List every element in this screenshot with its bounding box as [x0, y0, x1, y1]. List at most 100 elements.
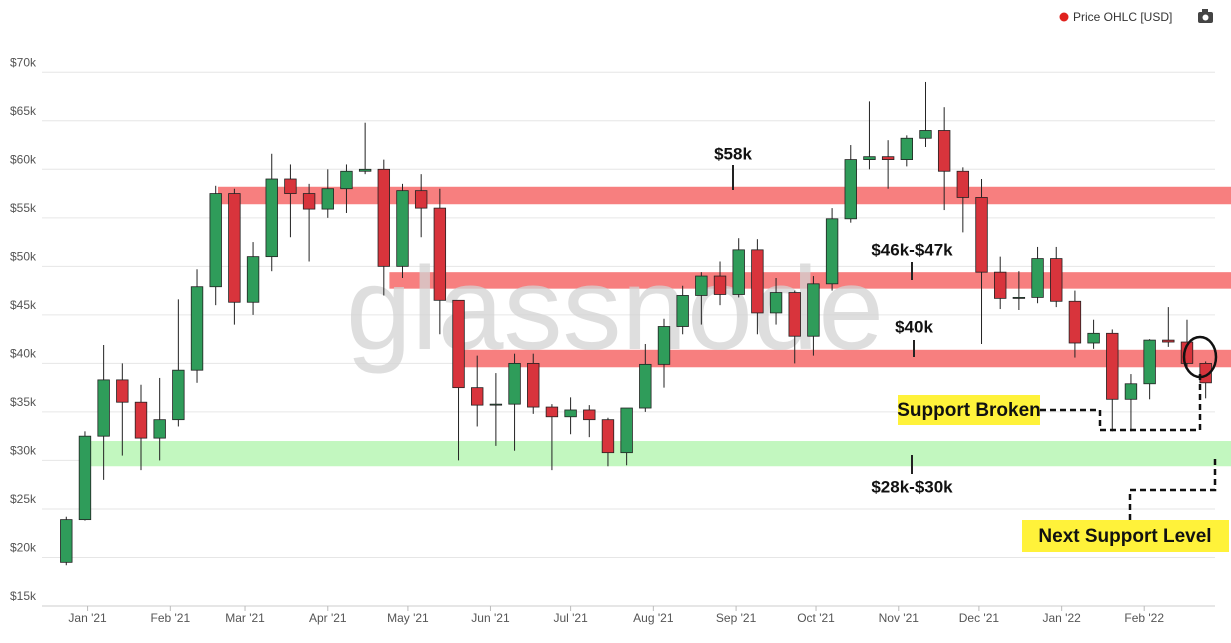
candle-body: [172, 369, 185, 421]
watermark: glassnode: [346, 243, 884, 375]
candle-body: [209, 193, 222, 288]
y-tick-label: $65k: [10, 104, 37, 118]
candle-body: [863, 156, 876, 160]
candle-body: [1124, 383, 1138, 400]
x-tick-label: Dec '21: [959, 611, 1000, 625]
candle-body: [414, 190, 428, 209]
x-tick-label: Feb '22: [1124, 611, 1164, 625]
candle-body: [1087, 332, 1100, 344]
candle-body: [321, 188, 334, 210]
candle-body: [78, 435, 92, 521]
candle-body: [751, 249, 764, 314]
x-tick-label: Mar '21: [225, 611, 265, 625]
x-tick-label: Jun '21: [471, 611, 510, 625]
candle-body: [844, 159, 857, 220]
candle-body: [881, 156, 895, 160]
candle-body: [1199, 362, 1212, 384]
candle-body: [228, 193, 241, 303]
support-zone: [454, 349, 1231, 368]
candle-body: [340, 170, 353, 190]
candle-body: [433, 207, 447, 301]
candle-body: [1162, 339, 1175, 343]
candle-body: [527, 362, 540, 408]
candle-body: [508, 362, 521, 405]
candle-body: [190, 286, 204, 371]
candle-body: [564, 409, 577, 418]
y-tick-label: $40k: [10, 347, 37, 361]
support-zone: [90, 441, 1231, 467]
candle-body: [471, 387, 484, 406]
annotation-next-support: Next Support Level: [1022, 455, 1229, 552]
candle-body: [713, 275, 727, 295]
support-zone: [217, 186, 1231, 205]
candle-body: [1068, 300, 1082, 344]
x-tick-label: Apr '21: [309, 611, 347, 625]
candle-body: [60, 519, 73, 563]
candle-body: [246, 256, 260, 303]
annotation-text: Support Broken: [897, 400, 1041, 421]
candle-body: [134, 401, 148, 439]
support-zone: [389, 272, 1231, 289]
candle-body: [732, 249, 745, 295]
candle-body: [695, 275, 708, 296]
y-tick-label: $45k: [10, 298, 37, 312]
camera-icon[interactable]: [1198, 9, 1213, 23]
candle-body: [545, 406, 559, 418]
candle-body: [1106, 332, 1119, 400]
candle-body: [807, 283, 820, 337]
legend-marker: [1059, 12, 1069, 22]
candle-body: [489, 403, 503, 406]
y-tick-label: $20k: [10, 541, 37, 555]
candle-body: [1031, 258, 1044, 298]
y-tick-label: $60k: [10, 152, 37, 166]
candle-body: [396, 190, 409, 267]
candle-layer: $58k $46k-$47k $40k $28k-$30k: [60, 81, 1212, 566]
annotation-support-broken: Support Broken: [897, 335, 1218, 432]
zone-label: $46k-$47k: [871, 240, 953, 259]
candle-body: [302, 193, 316, 210]
candle-body: [583, 409, 596, 421]
candle-body: [1050, 258, 1063, 302]
candle-body: [825, 218, 839, 285]
y-tick-label: $55k: [10, 201, 37, 215]
candle-body: [956, 170, 970, 198]
candle-body: [919, 130, 932, 139]
candle-body: [116, 379, 129, 403]
y-tick-label: $15k: [10, 589, 37, 603]
candle-body: [601, 419, 615, 454]
candle-body: [284, 178, 297, 194]
candle-body: [452, 299, 465, 389]
x-tick-label: Feb '21: [150, 611, 190, 625]
candle-body: [377, 168, 391, 267]
x-tick-label: Jan '21: [68, 611, 107, 625]
x-tick-label: Oct '21: [797, 611, 835, 625]
candle-body: [994, 271, 1007, 299]
y-tick-label: $30k: [10, 444, 37, 458]
candle-body: [265, 178, 278, 258]
x-tick-label: Aug '21: [633, 611, 674, 625]
y-tick-label: $50k: [10, 250, 37, 264]
y-tick-label: $35k: [10, 395, 37, 409]
x-tick-label: May '21: [387, 611, 429, 625]
x-tick-label: Jan '22: [1042, 611, 1081, 625]
annotation-text: Next Support Level: [1038, 526, 1211, 547]
candle-body: [620, 407, 633, 454]
y-tick-label: $70k: [10, 55, 37, 69]
x-tick-label: Nov '21: [879, 611, 920, 625]
candle-body: [676, 295, 689, 327]
candle-body: [153, 419, 166, 439]
zone-label: $28k-$30k: [871, 477, 953, 496]
candle-body: [657, 326, 671, 365]
candle-body: [358, 168, 372, 172]
y-tick-label: $25k: [10, 492, 37, 506]
zone-label: $58k: [714, 144, 752, 163]
candle-body: [1012, 296, 1026, 299]
candle-body: [1180, 341, 1194, 364]
legend-label[interactable]: Price OHLC [USD]: [1073, 10, 1172, 24]
candle-body: [937, 130, 951, 172]
candle-body: [769, 292, 783, 314]
candle-body: [788, 292, 801, 337]
x-tick-label: Jul '21: [553, 611, 588, 625]
candle-body: [975, 197, 988, 273]
